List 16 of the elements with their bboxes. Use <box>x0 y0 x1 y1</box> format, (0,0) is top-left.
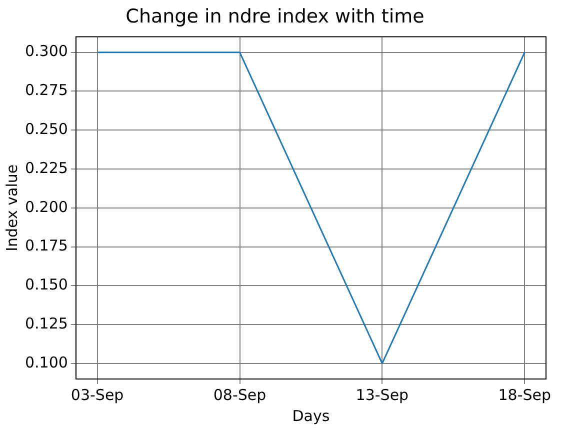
y-tick-label: 0.150 <box>24 276 68 294</box>
y-tick-label: 0.300 <box>24 42 68 60</box>
chart-title: Change in ndre index with time <box>126 5 424 28</box>
x-tick-label: 03-Sep <box>70 386 124 404</box>
y-tick-label: 0.275 <box>24 81 68 100</box>
y-tick-label: 0.175 <box>24 236 68 255</box>
y-tick-label: 0.225 <box>24 158 68 177</box>
x-tick-label: 13-Sep <box>356 386 409 404</box>
y-tick-label: 0.100 <box>24 353 68 372</box>
y-tick-label: 0.200 <box>24 198 68 216</box>
y-tick-label: 0.125 <box>24 314 68 332</box>
y-axis-title: Index value <box>2 164 21 252</box>
x-tick-label: 18-Sep <box>498 386 552 404</box>
x-tick-label: 08-Sep <box>213 386 266 404</box>
x-axis-title: Days <box>292 406 330 425</box>
y-tick-label: 0.250 <box>24 120 68 138</box>
